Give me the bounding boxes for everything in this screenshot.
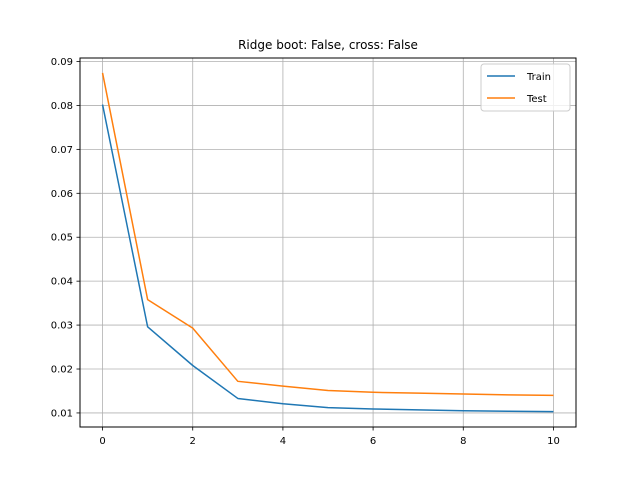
x-tick-label: 8 — [460, 436, 466, 447]
legend-label-test: Test — [526, 94, 547, 105]
y-tick-label: 0.02 — [51, 365, 73, 376]
series-line-test — [101, 72, 554, 397]
grid-layer — [80, 58, 576, 427]
chart-title: Ridge boot: False, cross: False — [238, 38, 418, 52]
legend-box — [480, 63, 571, 112]
tick-layer: 0 2 4 6 8 10 0.01 0.02 0.03 0.04 0.05 0.06 0.07 0.08 0… — [51, 57, 560, 447]
y-tick-label: 0.03 — [51, 321, 73, 332]
x-tick-label: 2 — [190, 436, 196, 447]
x-tick-label: 6 — [370, 436, 376, 447]
y-tick-label: 0.05 — [51, 233, 73, 244]
legend-label-train: Train — [526, 72, 551, 83]
x-tick-label: 10 — [547, 436, 560, 447]
y-tick-label: 0.04 — [51, 277, 73, 288]
axes-frame — [79, 57, 577, 428]
y-tick-label: 0.08 — [51, 101, 73, 112]
y-tick-label: 0.07 — [51, 145, 73, 156]
series-line-train — [101, 104, 554, 413]
x-tick-label: 4 — [280, 436, 286, 447]
y-tick-label: 0.01 — [51, 408, 73, 419]
series-layer — [101, 72, 554, 413]
legend: Train Test — [480, 63, 571, 112]
y-tick-label: 0.06 — [51, 189, 73, 200]
y-tick-label: 0.09 — [51, 57, 73, 68]
x-tick-label: 0 — [99, 436, 105, 447]
